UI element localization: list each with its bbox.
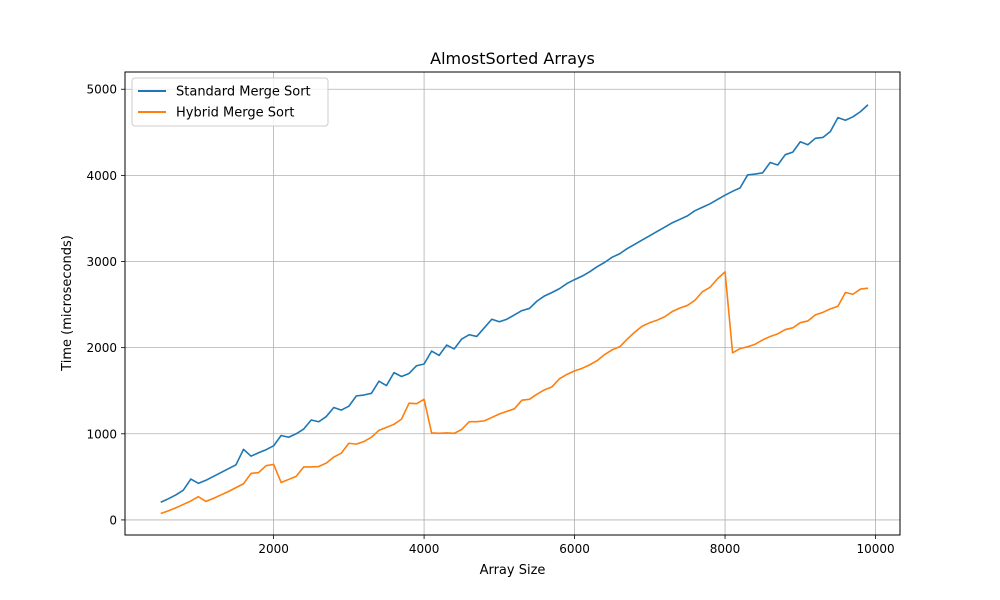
legend-label-standard: Standard Merge Sort xyxy=(176,85,311,100)
legend-label-hybrid: Hybrid Merge Sort xyxy=(176,106,294,121)
axis-ticks: 2000 4000 6000 8000 10000 0 1000 2000 3000 4000 50… xyxy=(86,83,894,556)
legend: Standard Merge Sort Hybrid Merge Sort xyxy=(131,77,329,127)
y-tick-label: 4000 xyxy=(86,169,117,183)
y-tick-label: 3000 xyxy=(86,255,117,269)
series-line-1 xyxy=(160,271,869,515)
series-lines xyxy=(160,104,869,515)
series-line-0 xyxy=(160,104,869,503)
x-tick-label: 10000 xyxy=(856,542,894,556)
y-tick-label: 5000 xyxy=(86,83,117,97)
y-tick-label: 0 xyxy=(109,513,117,527)
x-axis-label: Array Size xyxy=(480,563,546,578)
x-tick-label: 8000 xyxy=(710,542,741,556)
plot-frame xyxy=(124,71,901,536)
y-tick-label: 2000 xyxy=(86,341,117,355)
grid xyxy=(125,72,900,535)
x-tick-label: 6000 xyxy=(559,542,590,556)
chart-title: AlmostSorted Arrays xyxy=(430,49,595,68)
x-tick-label: 4000 xyxy=(409,542,440,556)
y-tick-label: 1000 xyxy=(86,427,117,441)
y-axis-label: Time (microseconds) xyxy=(60,235,75,372)
legend-box xyxy=(131,77,329,127)
x-tick-label: 2000 xyxy=(258,542,289,556)
